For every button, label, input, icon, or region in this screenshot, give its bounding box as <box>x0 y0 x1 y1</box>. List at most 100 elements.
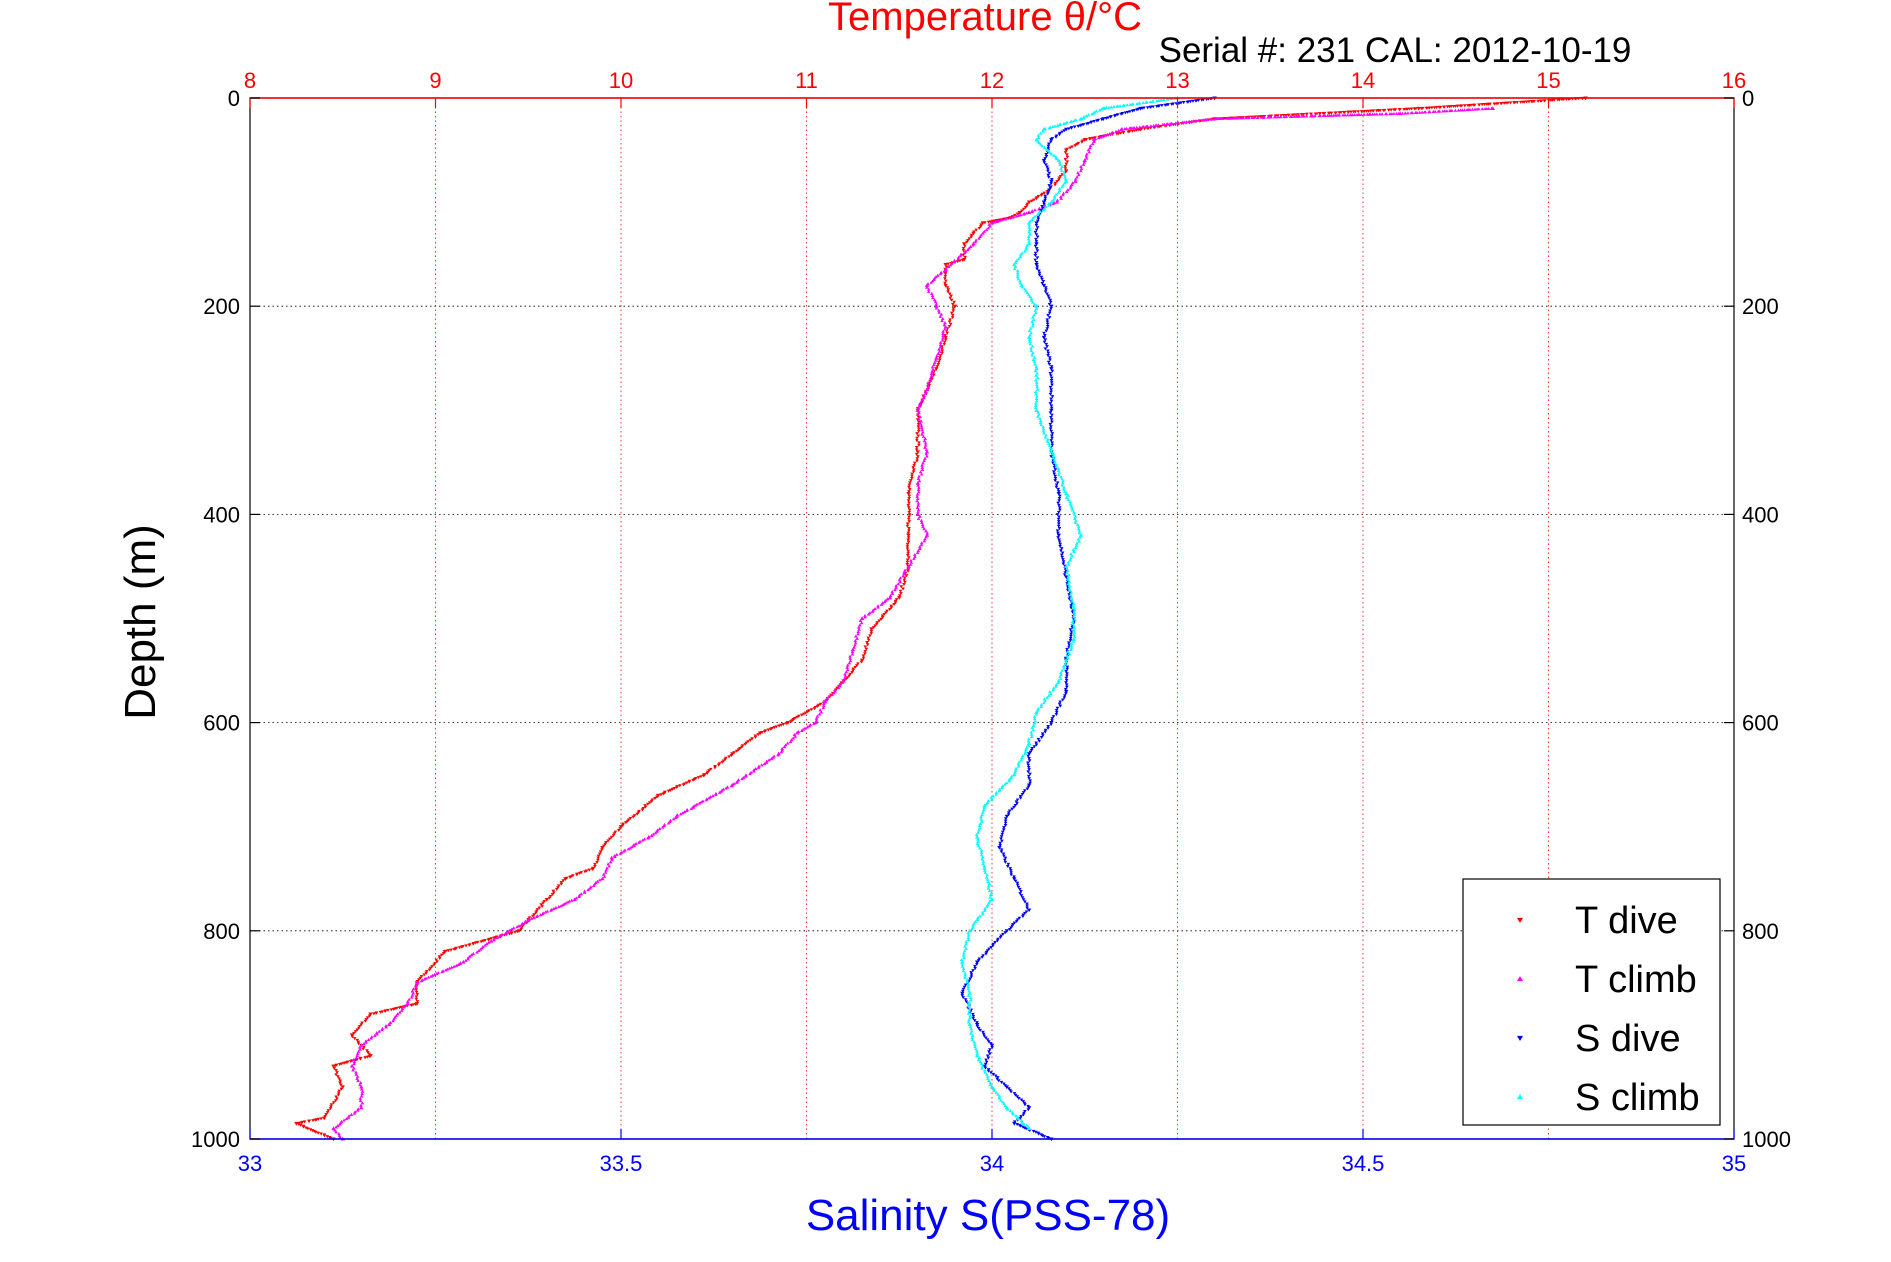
sample-point <box>960 962 965 966</box>
sample-point <box>963 983 968 987</box>
sample-point <box>1026 235 1031 239</box>
sample-point <box>762 762 767 766</box>
sample-point <box>1047 311 1052 315</box>
sample-point <box>865 643 870 647</box>
sample-point <box>675 786 679 790</box>
sample-point <box>1033 230 1038 234</box>
sample-point <box>1234 116 1239 120</box>
sample-point <box>384 1025 388 1029</box>
sample-point <box>1370 112 1375 116</box>
sample-point <box>1022 1111 1026 1115</box>
sample-point <box>332 1128 337 1132</box>
sample-point <box>1084 154 1089 158</box>
sample-point <box>922 527 926 531</box>
sample-point <box>946 264 951 268</box>
sample-point <box>720 760 724 764</box>
sample-point <box>1018 281 1023 285</box>
sample-point <box>805 710 810 714</box>
sample-point <box>978 1060 983 1064</box>
sample-point <box>1042 340 1047 344</box>
series-s-climb <box>959 95 1180 1131</box>
sample-point <box>1027 239 1031 243</box>
sample-point <box>971 243 975 247</box>
sample-point <box>1160 122 1165 127</box>
sample-point <box>554 887 559 891</box>
sample-point <box>1036 737 1041 741</box>
sample-point <box>772 726 777 730</box>
sample-point <box>1062 121 1066 125</box>
sample-point <box>1064 189 1069 193</box>
sample-point <box>938 343 943 347</box>
temperature-tick-label: 13 <box>1165 68 1189 93</box>
sample-point <box>1141 101 1145 105</box>
sample-point <box>1049 404 1054 408</box>
sample-point <box>1057 160 1062 164</box>
sample-point <box>1222 117 1226 121</box>
sample-point <box>919 423 924 427</box>
sample-point <box>1031 723 1036 727</box>
sample-point <box>346 1115 351 1119</box>
sample-point <box>1060 668 1064 672</box>
sample-point <box>1057 515 1061 519</box>
sample-point <box>968 977 972 981</box>
sample-point <box>1065 685 1069 689</box>
sample-point <box>985 1074 990 1078</box>
sample-point <box>1451 104 1456 109</box>
sample-point <box>1058 162 1062 166</box>
sample-point <box>622 849 626 853</box>
sample-point <box>1049 374 1053 378</box>
sample-point <box>1033 362 1037 366</box>
sample-point <box>967 1004 972 1008</box>
sample-point <box>1356 110 1361 114</box>
sample-point <box>1064 660 1069 664</box>
sample-point <box>1053 196 1057 200</box>
sample-point <box>1051 686 1056 690</box>
sample-point <box>1028 340 1032 344</box>
sample-point <box>391 1019 395 1023</box>
sample-point <box>1049 376 1054 380</box>
sample-point <box>1051 452 1055 456</box>
sample-point <box>1061 193 1065 197</box>
sample-point <box>1053 124 1057 128</box>
sample-point <box>962 985 967 989</box>
sample-point <box>440 970 444 974</box>
data-point <box>967 928 972 933</box>
sample-point <box>1046 173 1051 177</box>
sample-point <box>1041 701 1046 705</box>
sample-point <box>1029 349 1034 353</box>
depth-tick-label-right: 0 <box>1742 86 1754 111</box>
sample-point <box>1118 128 1123 132</box>
sample-point <box>1400 111 1405 115</box>
sample-point <box>1064 495 1069 500</box>
sample-point <box>1362 109 1367 114</box>
sample-point <box>1063 164 1068 169</box>
sample-point <box>1022 287 1027 291</box>
sample-point <box>963 971 967 975</box>
sample-point <box>856 632 860 636</box>
sample-point <box>339 1083 343 1087</box>
sample-point <box>850 650 855 654</box>
sample-point <box>923 537 927 541</box>
sample-point <box>1093 137 1098 141</box>
sample-point <box>1351 110 1356 114</box>
sample-point <box>1483 107 1487 111</box>
sample-point <box>1107 105 1111 109</box>
sample-point <box>359 1103 363 1107</box>
sample-point <box>1266 115 1270 119</box>
sample-point <box>996 1079 1001 1083</box>
sample-point <box>367 1014 372 1018</box>
sample-point <box>1004 817 1008 821</box>
sample-point <box>856 625 861 629</box>
sample-point <box>556 884 561 888</box>
sample-point <box>1017 1096 1021 1100</box>
sample-point <box>360 1089 365 1093</box>
sample-point <box>961 969 966 973</box>
sample-point <box>602 874 607 878</box>
sample-point <box>1031 357 1036 361</box>
sample-point <box>1088 144 1093 148</box>
sample-point <box>1007 777 1012 781</box>
sample-point <box>918 421 923 425</box>
sample-point <box>988 1052 992 1056</box>
sample-point <box>936 308 941 312</box>
sample-point <box>980 813 984 817</box>
